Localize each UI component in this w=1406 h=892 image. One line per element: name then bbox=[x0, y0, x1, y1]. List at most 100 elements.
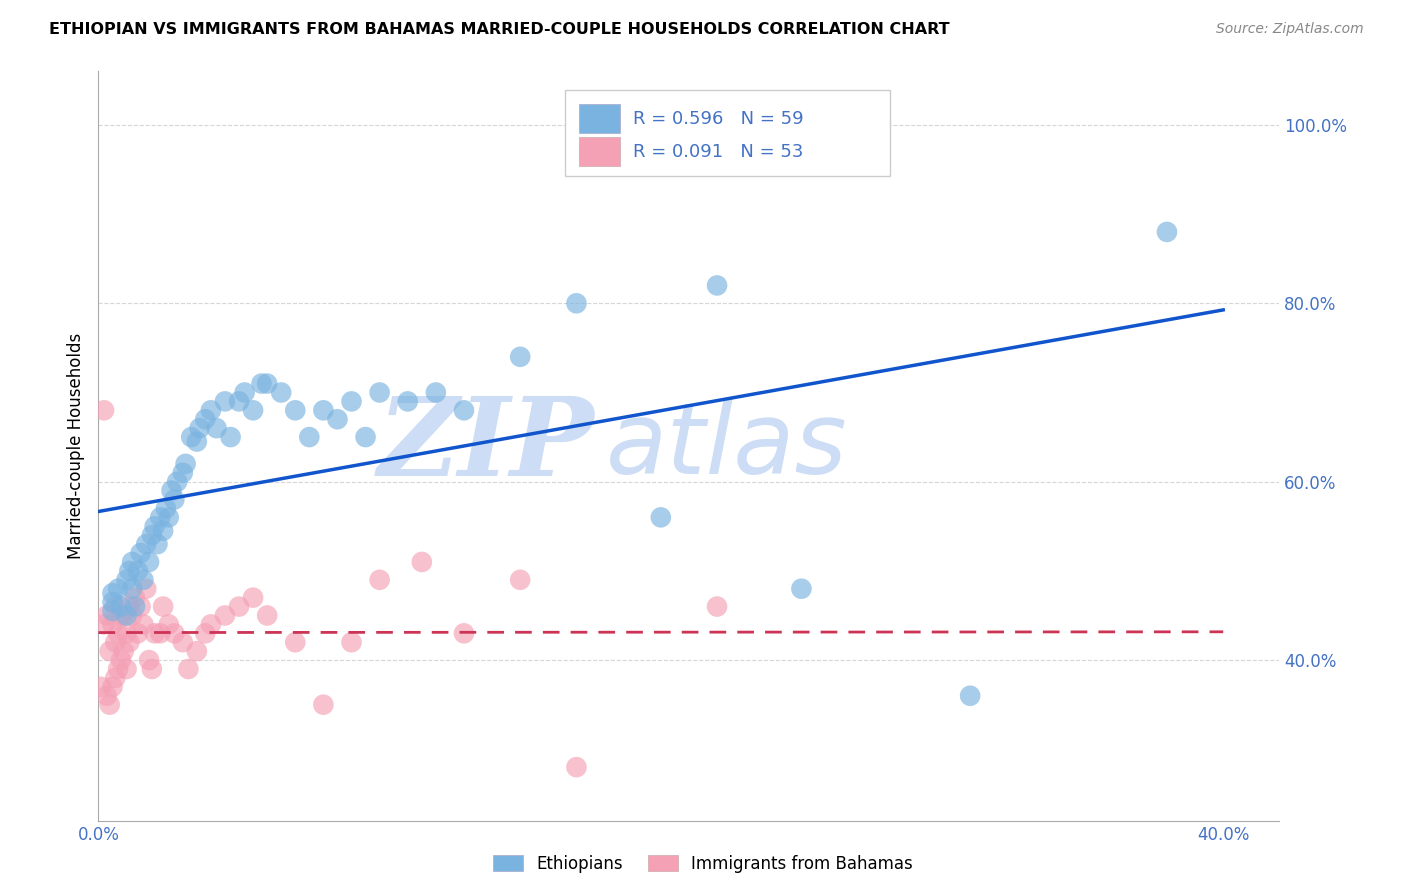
Point bbox=[115, 608, 138, 623]
Point bbox=[233, 385, 256, 400]
Text: Source: ZipAtlas.com: Source: ZipAtlas.com bbox=[1216, 22, 1364, 37]
Point bbox=[166, 475, 188, 489]
Point bbox=[135, 537, 157, 551]
Point bbox=[93, 617, 115, 632]
Point bbox=[509, 573, 531, 587]
Point bbox=[340, 394, 363, 409]
Point bbox=[194, 412, 217, 426]
Point bbox=[284, 635, 307, 649]
Point bbox=[242, 591, 264, 605]
Text: R = 0.091   N = 53: R = 0.091 N = 53 bbox=[634, 143, 804, 161]
Point bbox=[706, 599, 728, 614]
Text: atlas: atlas bbox=[606, 398, 848, 494]
Point bbox=[1156, 225, 1178, 239]
Point bbox=[214, 394, 236, 409]
Legend: Ethiopians, Immigrants from Bahamas: Ethiopians, Immigrants from Bahamas bbox=[486, 848, 920, 880]
Point bbox=[141, 528, 163, 542]
Point bbox=[219, 430, 242, 444]
Point bbox=[143, 519, 166, 533]
Point bbox=[174, 457, 197, 471]
Point bbox=[107, 626, 129, 640]
Point bbox=[228, 394, 250, 409]
Point bbox=[354, 430, 377, 444]
Point bbox=[90, 680, 112, 694]
Point bbox=[124, 591, 146, 605]
Point bbox=[143, 626, 166, 640]
Text: R = 0.596   N = 59: R = 0.596 N = 59 bbox=[634, 110, 804, 128]
Point bbox=[98, 698, 121, 712]
Point bbox=[115, 573, 138, 587]
Point bbox=[112, 608, 135, 623]
Point bbox=[340, 635, 363, 649]
Point bbox=[121, 582, 143, 596]
Point bbox=[141, 662, 163, 676]
Point bbox=[186, 434, 208, 449]
Point bbox=[110, 653, 132, 667]
Text: ZIP: ZIP bbox=[378, 392, 595, 500]
Point bbox=[959, 689, 981, 703]
Point bbox=[101, 617, 124, 632]
Point bbox=[214, 608, 236, 623]
Point bbox=[127, 626, 149, 640]
Point bbox=[180, 430, 202, 444]
Point bbox=[163, 626, 186, 640]
Point bbox=[110, 599, 132, 614]
Point bbox=[411, 555, 433, 569]
Point bbox=[177, 662, 200, 676]
Point bbox=[115, 662, 138, 676]
Point bbox=[650, 510, 672, 524]
Point bbox=[101, 680, 124, 694]
Point bbox=[706, 278, 728, 293]
Point bbox=[124, 599, 146, 614]
Point bbox=[228, 599, 250, 614]
Point bbox=[118, 599, 141, 614]
Point bbox=[163, 492, 186, 507]
Y-axis label: Married-couple Households: Married-couple Households bbox=[66, 333, 84, 559]
Point bbox=[250, 376, 273, 391]
Point bbox=[326, 412, 349, 426]
Point bbox=[115, 626, 138, 640]
Point bbox=[284, 403, 307, 417]
Point bbox=[98, 644, 121, 658]
Point bbox=[194, 626, 217, 640]
Point bbox=[157, 617, 180, 632]
Point bbox=[149, 510, 172, 524]
Point bbox=[200, 403, 222, 417]
Point bbox=[149, 626, 172, 640]
Point bbox=[565, 296, 588, 310]
Point bbox=[312, 698, 335, 712]
Point bbox=[101, 604, 124, 618]
Point bbox=[205, 421, 228, 435]
Point bbox=[425, 385, 447, 400]
Point bbox=[152, 599, 174, 614]
Point bbox=[146, 537, 169, 551]
Point bbox=[256, 608, 278, 623]
Point bbox=[101, 595, 124, 609]
Bar bbox=[579, 137, 620, 166]
Point bbox=[312, 403, 335, 417]
Point bbox=[104, 671, 127, 685]
Point bbox=[107, 582, 129, 596]
Point bbox=[129, 599, 152, 614]
Point bbox=[152, 524, 174, 538]
Point bbox=[368, 385, 391, 400]
Point bbox=[172, 466, 194, 480]
Point bbox=[157, 510, 180, 524]
Bar bbox=[579, 104, 620, 133]
Point bbox=[453, 626, 475, 640]
FancyBboxPatch shape bbox=[565, 90, 890, 177]
Point bbox=[172, 635, 194, 649]
Point bbox=[298, 430, 321, 444]
Point bbox=[155, 501, 177, 516]
Point bbox=[186, 644, 208, 658]
Point bbox=[368, 573, 391, 587]
Point bbox=[453, 403, 475, 417]
Point bbox=[93, 403, 115, 417]
Point bbox=[104, 635, 127, 649]
Point bbox=[96, 608, 118, 623]
Point bbox=[270, 385, 292, 400]
Point bbox=[565, 760, 588, 774]
Point bbox=[112, 644, 135, 658]
Point bbox=[188, 421, 211, 435]
Point bbox=[509, 350, 531, 364]
